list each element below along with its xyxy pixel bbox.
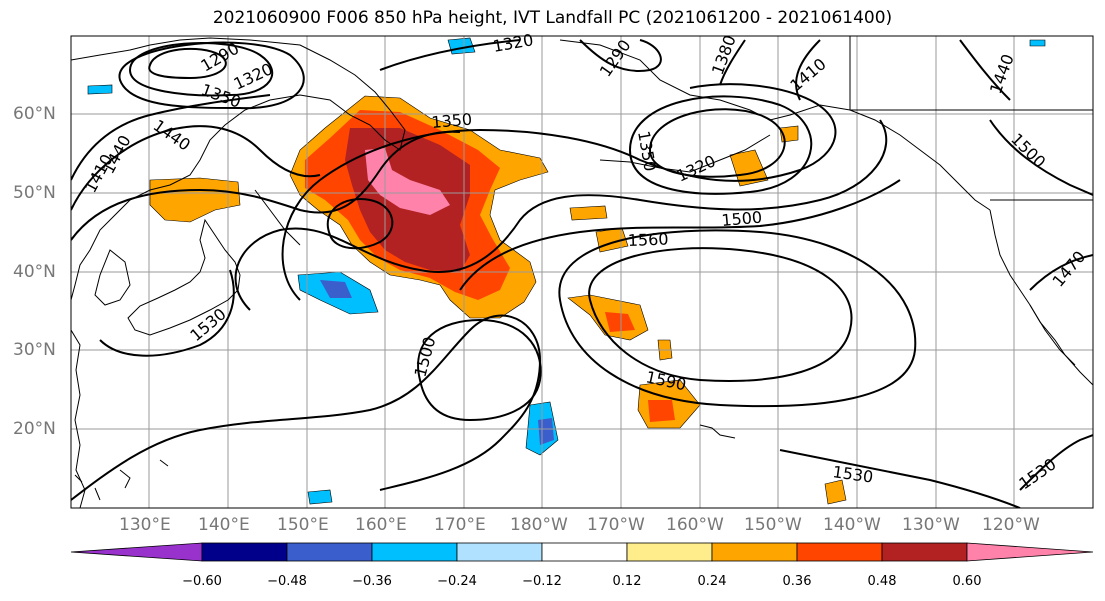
ivt-positive-region-west: [149, 177, 241, 223]
lon-label: 130°E: [119, 515, 171, 535]
lon-label: 150°W: [744, 515, 802, 535]
ivt-negative-region-1-core: [320, 280, 352, 298]
contour-1290-ak: [579, 39, 662, 72]
contour-1410-west: [71, 94, 271, 181]
colorbar-extend-right: [966, 542, 1094, 562]
contour-1410-ne: [795, 39, 821, 101]
ivt-positive-region-pink: [365, 148, 450, 215]
ivt-shading: [87, 37, 1046, 505]
coastlines: [71, 36, 1093, 508]
coast-korea: [94, 249, 131, 306]
contour-1530-east-2: [1019, 434, 1093, 491]
colorbar-tick-label: −0.24: [437, 574, 477, 589]
colorbar-tick-label: −0.12: [522, 574, 562, 589]
ivt-positive-patch-7: [824, 479, 847, 505]
lon-label: 150°E: [277, 515, 329, 535]
contour-label: 1560: [627, 230, 668, 250]
colorbar-tick-label: 0.48: [867, 574, 897, 589]
coast-aleutians: [599, 134, 771, 173]
map-title: 2021060900 F006 850 hPa height, IVT Land…: [212, 8, 893, 28]
ivt-positive-patch-1: [569, 205, 608, 221]
colorbar-bin: [541, 542, 628, 562]
ivt-positive-patch-4-core: [648, 400, 675, 422]
contour-1350-big: [281, 83, 837, 301]
ivt-negative-region-5: [87, 84, 113, 95]
colorbar-bin: [201, 542, 288, 562]
lon-label: 180°W: [510, 515, 568, 535]
ivt-negative-region-6: [1029, 39, 1046, 47]
contour-nw-2: [128, 42, 274, 97]
colorbar-extend-left: [70, 542, 203, 562]
colorbar-tick-label: 0.24: [697, 574, 727, 589]
contour-closed-low-nw: [148, 47, 227, 80]
contour-1440-ne: [959, 39, 1011, 101]
colorbar-tick-label: −0.36: [352, 574, 392, 589]
coast-islands: [74, 459, 169, 501]
lat-label: 30°N: [13, 340, 56, 360]
colorbar-bin: [711, 542, 798, 562]
map-content: [71, 36, 1093, 508]
lat-label: 50°N: [13, 183, 56, 203]
coast-baja: [1029, 304, 1076, 366]
coast-hawaii: [699, 424, 736, 439]
contour-label: 1350: [431, 110, 473, 132]
colorbar-tick-label: −0.60: [182, 574, 222, 589]
lon-label: 130°W: [902, 515, 960, 535]
colorbar-bin: [371, 542, 458, 562]
contour-1530-japan: [99, 269, 235, 357]
height-contours: [71, 39, 1093, 508]
contour-1530-south: [71, 314, 542, 501]
lon-label: 160°W: [666, 515, 724, 535]
border-canada: [849, 36, 1093, 111]
coast-kuril: [254, 189, 301, 246]
contour-high-outer: [558, 229, 917, 408]
lon-label: 140°E: [198, 515, 250, 535]
contour-1500-mid: [234, 119, 888, 311]
contour-nw-3: [118, 41, 305, 110]
colorbar-tick-label: −0.48: [267, 574, 307, 589]
coast-china: [71, 329, 86, 508]
colorbar-tick-label: 0.60: [952, 574, 982, 589]
colorbar-bin: [286, 542, 373, 562]
ivt-negative-region-4: [307, 489, 333, 505]
contour-low-alaska-2: [628, 95, 813, 195]
map-border: [70, 35, 1094, 509]
contour-low-alaska: [648, 108, 786, 178]
colorbar-bin: [456, 542, 543, 562]
contour-1320-n: [379, 39, 521, 71]
lon-label: 170°W: [587, 515, 645, 535]
contour-1440-west: [71, 125, 321, 211]
lon-label: 160°E: [355, 515, 407, 535]
lat-label: 40°N: [13, 262, 56, 282]
contour-1470: [1029, 254, 1093, 291]
colorbar-tick-label: 0.12: [612, 574, 642, 589]
colorbar-bin: [796, 542, 883, 562]
lon-label: 120°W: [982, 515, 1040, 535]
colorbar: [70, 542, 1094, 562]
contour-low-center: [326, 198, 394, 250]
colorbar-bin: [626, 542, 713, 562]
lat-label: 20°N: [13, 419, 56, 439]
contour-label: 1500: [721, 208, 763, 230]
coast-asia: [71, 37, 406, 301]
lon-label: 140°W: [823, 515, 881, 535]
contour-1500-south: [417, 318, 542, 422]
colorbar-tick-label: 0.36: [782, 574, 812, 589]
contour-1380-ne: [719, 39, 746, 86]
contour-1560: [459, 179, 901, 291]
colorbar-bin: [881, 542, 968, 562]
ivt-positive-patch-3-core: [605, 312, 635, 332]
contour-1500-ne: [989, 119, 1093, 196]
contour-1530-east: [779, 449, 1021, 508]
contour-high-1590: [588, 247, 853, 382]
lat-label: 60°N: [13, 104, 56, 124]
coast-alaska: [559, 39, 991, 211]
lon-label: 170°E: [434, 515, 486, 535]
